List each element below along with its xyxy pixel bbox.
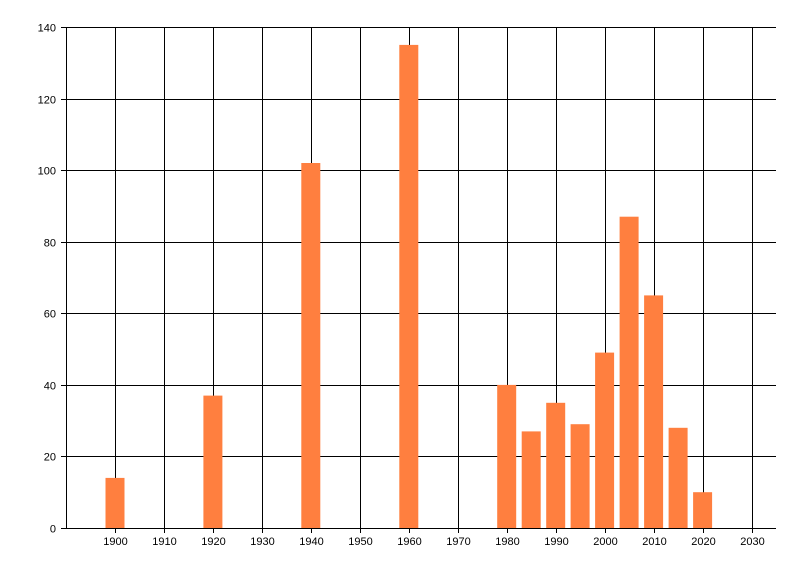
bar-2010 bbox=[644, 295, 664, 528]
x-tick-label: 1940 bbox=[299, 536, 323, 548]
bar-1980 bbox=[497, 384, 517, 528]
x-tick-label: 2020 bbox=[691, 536, 715, 548]
bar-1900 bbox=[105, 477, 125, 528]
y-tick-label: 60 bbox=[44, 309, 56, 321]
bar-1940 bbox=[301, 163, 321, 528]
x-tick-label: 1970 bbox=[446, 536, 470, 548]
x-tick-label: 2010 bbox=[642, 536, 666, 548]
bars bbox=[105, 44, 713, 529]
y-tick-label: 40 bbox=[44, 381, 56, 393]
axes bbox=[66, 27, 776, 529]
x-tick-label: 1950 bbox=[348, 536, 372, 548]
x-tick-label: 1910 bbox=[152, 536, 176, 548]
bar-1960 bbox=[399, 44, 419, 529]
x-tick-label: 1960 bbox=[397, 536, 421, 548]
y-tick-label: 140 bbox=[38, 23, 56, 35]
x-tick-label: 1920 bbox=[201, 536, 225, 548]
bar-2000 bbox=[595, 352, 615, 528]
x-tick-label: 1980 bbox=[495, 536, 519, 548]
x-tick-label: 2030 bbox=[740, 536, 764, 548]
bar-2020 bbox=[693, 492, 713, 528]
bar-1990 bbox=[546, 402, 566, 529]
bar-1985 bbox=[521, 431, 541, 528]
x-tick-label: 2000 bbox=[593, 536, 617, 548]
x-tick-label: 1990 bbox=[544, 536, 568, 548]
x-tick-label: 1930 bbox=[250, 536, 274, 548]
y-tick-label: 100 bbox=[38, 166, 56, 178]
y-tick-label: 0 bbox=[50, 524, 56, 536]
bar-1920 bbox=[203, 395, 223, 528]
y-tick-label: 20 bbox=[44, 452, 56, 464]
y-tick-label: 80 bbox=[44, 238, 56, 250]
x-tick-label: 1900 bbox=[103, 536, 127, 548]
y-tick-labels: 0 20 40 60 80 100 120 140 bbox=[38, 23, 56, 536]
bar-1995 bbox=[570, 424, 590, 528]
bar-2005 bbox=[619, 216, 639, 528]
y-tick-label: 120 bbox=[38, 95, 56, 107]
bar-2015 bbox=[668, 427, 688, 528]
x-tick-labels: 1900 1910 1920 1930 1940 1950 1960 1970 1980 1990… bbox=[103, 536, 764, 548]
